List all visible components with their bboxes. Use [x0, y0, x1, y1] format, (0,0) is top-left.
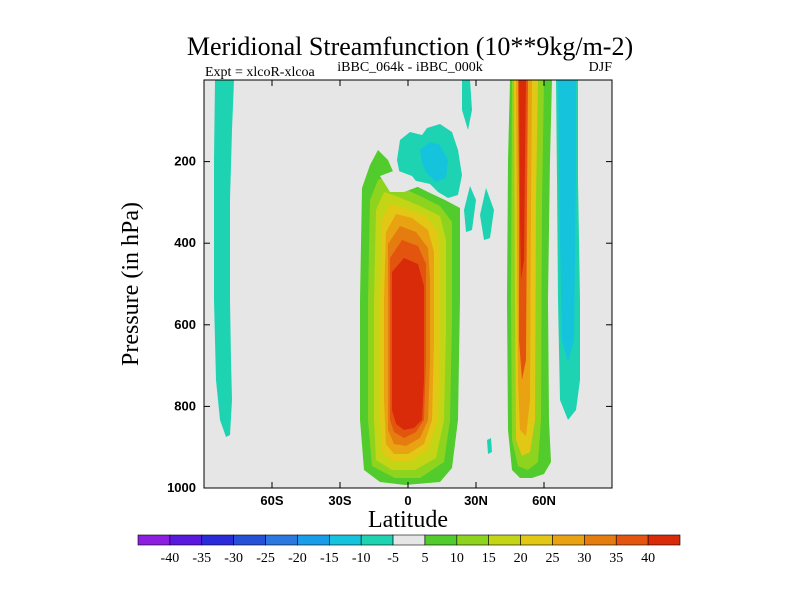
- colorbar-label: 20: [514, 551, 528, 566]
- chart-title: Meridional Streamfunction (10**9kg/m-2): [187, 32, 633, 61]
- colorbar-swatch: [233, 534, 266, 546]
- colorbar-swatch: [137, 534, 171, 546]
- colorbar-label: -20: [288, 551, 307, 566]
- colorbar-swatch: [392, 534, 426, 546]
- contour-60S-band: [214, 80, 234, 437]
- colorbar-label: 30: [577, 551, 591, 566]
- contour-upper-negative-inner: [420, 142, 448, 182]
- x-ticks: 60S 30S 0 30N 60N: [260, 80, 556, 508]
- x-tick-label: 30N: [464, 493, 488, 508]
- x-tick-label: 0: [404, 493, 411, 508]
- plot-area: 200 400 600 800 1000 60S 30S 0 30N 60N: [167, 79, 613, 508]
- contour-nh-minor-a: [462, 80, 472, 130]
- x-axis-title: Latitude: [368, 507, 448, 533]
- colorbar-swatch: [265, 534, 298, 546]
- colorbar-swatch: [615, 534, 649, 546]
- x-tick-label: 60N: [532, 493, 556, 508]
- colorbar-swatch: [424, 534, 458, 546]
- contour-nh-minor-d: [487, 438, 492, 454]
- colorbar-swatch: [297, 534, 330, 546]
- contour-nh-minor-b: [464, 186, 476, 232]
- y-tick-label: 1000: [167, 480, 196, 495]
- contour-nh-minor-c: [480, 188, 494, 240]
- chart-subtitle-left: Expt = xlcoR-xlcoa: [205, 65, 316, 80]
- contour-eq-zero-wedge: [380, 170, 420, 192]
- colorbar-swatch: [647, 534, 681, 546]
- chart-subtitle-center: iBBC_064k - iBBC_000k: [337, 60, 482, 75]
- chart-subtitle-right: DJF: [589, 60, 613, 75]
- colorbar-swatch: [360, 534, 394, 546]
- colorbar-swatch: [584, 534, 617, 546]
- colorbar-label: -25: [256, 551, 275, 566]
- y-tick-label: 400: [174, 235, 196, 250]
- contour-eq-40: [392, 258, 424, 430]
- colorbar-swatch: [520, 534, 553, 546]
- x-tick-label: 60S: [260, 493, 283, 508]
- y-tick-label: 800: [174, 398, 196, 413]
- contour-60N-negative-inner: [558, 80, 576, 362]
- colorbar-label: -15: [320, 551, 339, 566]
- y-ticks: 200 400 600 800 1000: [167, 154, 612, 495]
- colorbar-label: 5: [421, 551, 428, 566]
- colorbar-label: 35: [609, 551, 623, 566]
- y-tick-label: 600: [174, 317, 196, 332]
- colorbar-label: -35: [192, 551, 211, 566]
- colorbar-swatch: [169, 534, 203, 546]
- colorbar-swatch: [456, 534, 490, 546]
- colorbar-swatch: [552, 534, 585, 546]
- colorbar-label: 25: [545, 551, 559, 566]
- colorbar-label: 10: [450, 551, 464, 566]
- colorbar: -40 -35 -30 -25 -20 -15 -10 -5 5 10 15 20 25 30 35 40: [137, 534, 681, 566]
- y-axis-title: Pressure (in hPa): [118, 202, 144, 366]
- colorbar-swatch: [488, 534, 521, 546]
- colorbar-label: 15: [482, 551, 496, 566]
- colorbar-label: -40: [161, 551, 180, 566]
- colorbar-label: -30: [224, 551, 243, 566]
- colorbar-label: -10: [352, 551, 371, 566]
- x-tick-label: 30S: [328, 493, 351, 508]
- y-tick-label: 200: [174, 154, 196, 169]
- contour-nh-40: [519, 80, 526, 280]
- colorbar-label: -5: [387, 551, 399, 566]
- colorbar-swatch: [201, 534, 234, 546]
- colorbar-swatch: [328, 534, 362, 546]
- colorbar-label: 40: [641, 551, 655, 566]
